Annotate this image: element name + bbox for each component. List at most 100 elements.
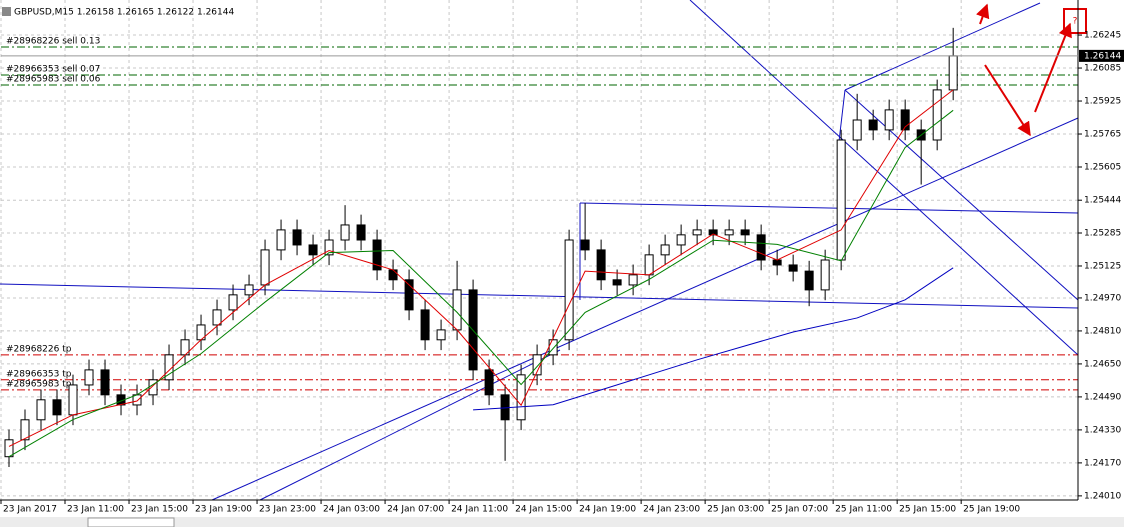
candle-body [372, 239, 382, 271]
x-tick-label: 25 Jan 03:00 [707, 505, 764, 515]
candle-body [692, 229, 702, 236]
candle-body [276, 229, 286, 251]
candle-body [884, 109, 894, 131]
candle-body [324, 239, 334, 256]
axis-labels: 1.26245 1.26085 1.25925 1.25765 1.25605 1.254… [0, 31, 1124, 515]
y-tick-label: 1.24650 [1084, 359, 1121, 369]
symbol-icon [2, 7, 11, 16]
y-tick-label: 1.24970 [1084, 293, 1121, 303]
order-label: #28968226 tp [6, 344, 72, 354]
order-label: #28965983 sell 0.06 [6, 74, 101, 84]
trend-line [844, 89, 1079, 301]
candle-body [532, 354, 542, 376]
x-tick-label: 23 Jan 2017 [3, 505, 57, 515]
candle-body [628, 274, 638, 286]
candle-body [772, 259, 782, 266]
y-tick-label: 1.25285 [1084, 228, 1121, 238]
annotations: ? [976, 3, 1087, 137]
x-tick-label: 23 Jan 23:00 [259, 505, 316, 515]
order-levels: #28968226 sell 0.13#28966353 sell 0.07#2… [1, 37, 1078, 391]
y-tick-label: 1.24010 [1084, 491, 1121, 501]
current-price-label: 1.26144 [1084, 51, 1121, 61]
series [4, 27, 958, 468]
candle-body [404, 279, 414, 311]
order-label: #28968226 sell 0.13 [6, 37, 100, 47]
candle-body [756, 234, 766, 261]
y-tick-label: 1.25765 [1084, 130, 1121, 140]
candle-body [308, 244, 318, 256]
candle-body [596, 249, 606, 281]
candle-body [36, 399, 46, 421]
arrow [976, 3, 990, 25]
candle-body [644, 254, 654, 276]
y-tick-label: 1.26245 [1084, 31, 1121, 41]
x-tick-label: 23 Jan 19:00 [195, 505, 252, 515]
trend-line [211, 117, 1079, 501]
y-tick-label: 1.25925 [1084, 97, 1121, 107]
order-label: #28966353 sell 0.07 [6, 65, 100, 75]
order-label: #28966353 tp [6, 369, 72, 379]
candle-body [724, 229, 734, 236]
candle-body [948, 55, 958, 91]
candle-body [852, 119, 862, 141]
tab[interactable] [87, 517, 175, 527]
candle-body [612, 279, 622, 286]
candle-body [580, 239, 590, 251]
x-tick-label: 25 Jan 11:00 [835, 505, 892, 515]
candle-body [20, 419, 30, 441]
x-tick-label: 25 Jan 19:00 [963, 505, 1020, 515]
candle-body [388, 269, 398, 281]
indicator-line [8, 89, 954, 447]
x-tick-label: 23 Jan 11:00 [67, 505, 124, 515]
trend-line [579, 202, 1079, 214]
candle-body [260, 249, 270, 286]
current-price-box [1079, 49, 1124, 62]
arrow [984, 64, 1031, 137]
candle-body [548, 339, 558, 356]
candle-body [804, 270, 814, 291]
candle-body [164, 354, 174, 381]
y-tick-label: 1.24170 [1084, 458, 1121, 468]
x-tick-label: 24 Jan 07:00 [387, 505, 444, 515]
tab-bar [0, 517, 1124, 527]
y-tick-label: 1.25444 [1084, 196, 1121, 206]
indicator-line [473, 267, 954, 411]
candle-body [676, 234, 686, 246]
x-tick-label: 24 Jan 23:00 [643, 505, 700, 515]
order-label: #28965983 tp [6, 379, 72, 389]
candle-body [52, 399, 62, 416]
y-tick-label: 1.24330 [1084, 425, 1121, 435]
y-tick-label: 1.24810 [1084, 326, 1121, 336]
arrow [1034, 22, 1072, 113]
candle-body [740, 229, 750, 236]
x-tick-label: 24 Jan 11:00 [451, 505, 508, 515]
candle-body [564, 239, 574, 341]
candle-body [244, 284, 254, 296]
x-tick-label: 25 Jan 07:00 [771, 505, 828, 515]
candle-body [788, 264, 798, 272]
candle-body [932, 89, 942, 141]
plot-area [0, 0, 1078, 500]
y-tick-label: 1.26085 [1084, 64, 1121, 74]
candle-body [68, 384, 78, 416]
annotation-box [1063, 8, 1087, 34]
candle-body [484, 369, 494, 396]
candle-body [292, 229, 302, 246]
candle-body [84, 369, 94, 386]
x-tick-label: 24 Jan 03:00 [323, 505, 380, 515]
candle-body [420, 309, 430, 341]
candle-body [212, 309, 222, 326]
candle-body [436, 329, 446, 341]
y-tick-label: 1.25605 [1084, 163, 1121, 173]
candle-body [660, 244, 670, 256]
x-tick-label: 24 Jan 15:00 [515, 505, 572, 515]
candle-body [356, 224, 366, 241]
candle-body [100, 369, 110, 396]
candle-body [900, 109, 910, 131]
candle-body [148, 379, 158, 396]
y-tick-label: 1.24490 [1084, 392, 1121, 402]
candle-body [228, 294, 238, 311]
trend-line [259, 349, 561, 501]
